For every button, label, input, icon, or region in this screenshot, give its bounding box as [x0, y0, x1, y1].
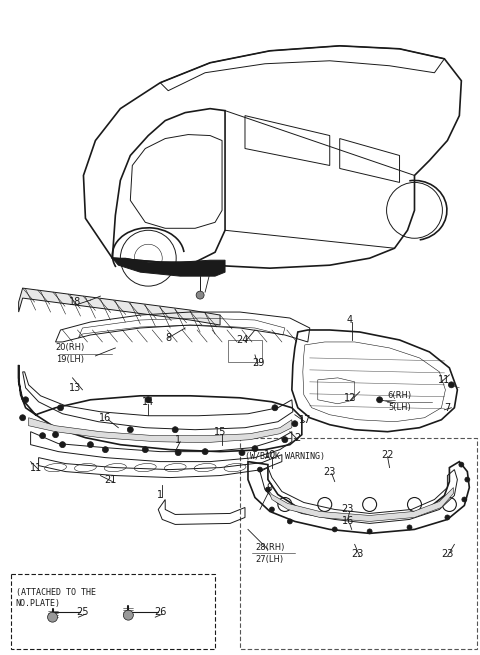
- Text: 17: 17: [299, 415, 311, 424]
- Circle shape: [87, 441, 94, 447]
- Text: 1: 1: [157, 489, 163, 500]
- Text: 23: 23: [351, 550, 364, 559]
- Text: 23: 23: [441, 550, 454, 559]
- Text: 11: 11: [29, 462, 42, 473]
- Text: 10: 10: [264, 449, 276, 460]
- Text: 22: 22: [381, 449, 394, 460]
- Text: 5(LH): 5(LH): [388, 403, 411, 412]
- Text: (W/BACK WARNING): (W/BACK WARNING): [245, 452, 325, 460]
- Text: 12: 12: [344, 393, 356, 403]
- Circle shape: [58, 405, 63, 411]
- Circle shape: [462, 497, 467, 502]
- Circle shape: [269, 507, 275, 512]
- Circle shape: [445, 515, 450, 520]
- Circle shape: [282, 437, 288, 443]
- Text: 6(RH): 6(RH): [387, 391, 411, 400]
- Circle shape: [52, 432, 59, 438]
- Text: 14: 14: [142, 397, 155, 407]
- Text: 24: 24: [236, 335, 248, 345]
- Circle shape: [272, 405, 278, 411]
- Text: 8: 8: [165, 333, 171, 343]
- Text: 13: 13: [69, 383, 82, 393]
- Text: 15: 15: [214, 426, 226, 437]
- Circle shape: [48, 612, 58, 622]
- Circle shape: [123, 610, 133, 620]
- Text: 21: 21: [104, 475, 117, 485]
- Text: 25: 25: [76, 607, 89, 617]
- Circle shape: [465, 477, 470, 482]
- Circle shape: [196, 291, 204, 299]
- Circle shape: [20, 415, 25, 421]
- Circle shape: [39, 433, 46, 439]
- Text: 16: 16: [342, 516, 354, 527]
- Text: 23: 23: [341, 504, 354, 514]
- Polygon shape: [112, 258, 225, 276]
- Circle shape: [377, 397, 383, 403]
- Text: 1: 1: [175, 435, 181, 445]
- Circle shape: [252, 445, 258, 452]
- Text: 20(RH): 20(RH): [56, 343, 85, 352]
- Text: 19(LH): 19(LH): [57, 356, 84, 364]
- Circle shape: [23, 397, 29, 403]
- Circle shape: [60, 441, 65, 447]
- Circle shape: [172, 426, 178, 433]
- Circle shape: [202, 449, 208, 455]
- Circle shape: [407, 525, 412, 530]
- Circle shape: [265, 487, 270, 492]
- Circle shape: [459, 462, 464, 467]
- Circle shape: [332, 527, 337, 532]
- Text: 4: 4: [347, 315, 353, 325]
- Text: 11: 11: [438, 375, 451, 385]
- Polygon shape: [268, 487, 454, 521]
- Circle shape: [175, 449, 181, 456]
- Circle shape: [127, 426, 133, 433]
- Circle shape: [102, 447, 108, 453]
- Circle shape: [257, 467, 263, 472]
- Text: 26: 26: [154, 607, 167, 617]
- Circle shape: [288, 519, 292, 524]
- Polygon shape: [29, 418, 292, 443]
- Text: 23: 23: [324, 466, 336, 477]
- Text: 7: 7: [444, 403, 451, 413]
- Polygon shape: [19, 288, 220, 325]
- Text: 29: 29: [252, 358, 264, 368]
- Circle shape: [292, 421, 298, 426]
- Text: 18: 18: [69, 297, 82, 307]
- Circle shape: [239, 449, 245, 456]
- Text: (ATTACHED TO THE
NO.PLATE): (ATTACHED TO THE NO.PLATE): [16, 588, 96, 608]
- Circle shape: [145, 397, 151, 403]
- Circle shape: [448, 382, 455, 388]
- Circle shape: [367, 529, 372, 534]
- Text: 9: 9: [267, 483, 273, 493]
- Circle shape: [142, 447, 148, 453]
- Text: 28(RH): 28(RH): [255, 543, 285, 552]
- Text: 27(LH): 27(LH): [256, 555, 284, 564]
- Text: 16: 16: [99, 413, 111, 422]
- Text: 2: 2: [295, 433, 301, 443]
- Text: 3: 3: [205, 267, 211, 277]
